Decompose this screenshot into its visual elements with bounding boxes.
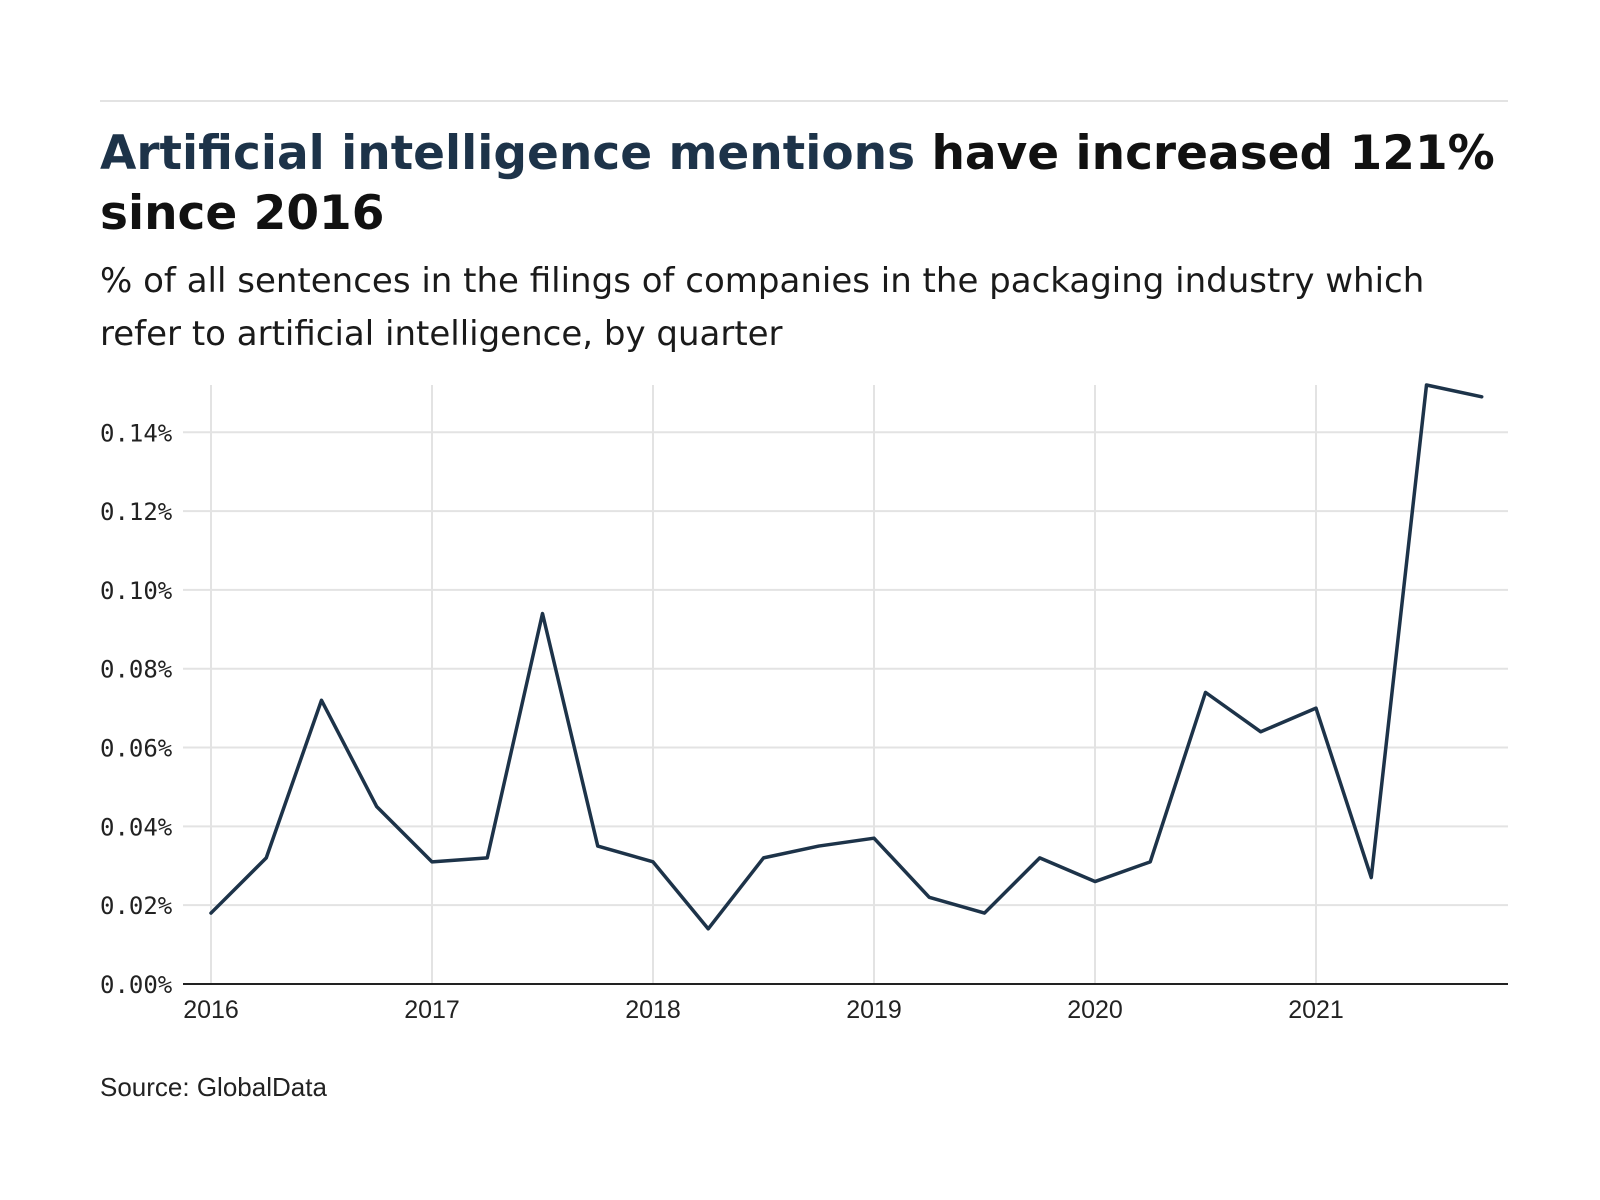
x-tick-label: 2017 bbox=[404, 996, 460, 1024]
chart-title: Artificial intelligence mentions have in… bbox=[100, 124, 1500, 244]
x-tick-label: 2021 bbox=[1288, 996, 1344, 1024]
series-layer bbox=[209, 383, 1484, 931]
y-tick-label: 0.12% bbox=[100, 498, 173, 526]
y-tick-label: 0.14% bbox=[100, 419, 173, 447]
top-divider bbox=[100, 100, 1508, 102]
x-gridlines bbox=[210, 385, 1317, 984]
y-tick-labels: 0.00% 0.02% 0.04% 0.06% 0.08% 0.10% 0.12% 0.14% bbox=[100, 419, 173, 999]
x-tick-label: 2019 bbox=[846, 996, 902, 1024]
series-line bbox=[209, 383, 1484, 931]
x-tick-label: 2018 bbox=[625, 996, 681, 1024]
y-tick-label: 0.00% bbox=[100, 971, 173, 999]
y-tick-label: 0.10% bbox=[100, 577, 173, 605]
chart-subtitle: % of all sentences in the filings of com… bbox=[100, 261, 1425, 354]
y-tick-label: 0.06% bbox=[100, 735, 173, 763]
title-highlight: Artificial intelligence mentions bbox=[100, 126, 916, 181]
x-tick-labels: 2016 2017 2018 2019 2020 2021 bbox=[183, 996, 1344, 1024]
x-tick-label: 2020 bbox=[1067, 996, 1123, 1024]
source-note: Source: GlobalData bbox=[100, 1072, 327, 1102]
title-rest: have increased 121% since 2016 bbox=[100, 126, 1495, 241]
y-gridlines bbox=[183, 431, 1508, 907]
y-tick-label: 0.08% bbox=[100, 656, 173, 684]
y-tick-label: 0.02% bbox=[100, 892, 173, 920]
y-tick-label: 0.04% bbox=[100, 813, 173, 841]
x-tick-label: 2016 bbox=[183, 996, 239, 1024]
